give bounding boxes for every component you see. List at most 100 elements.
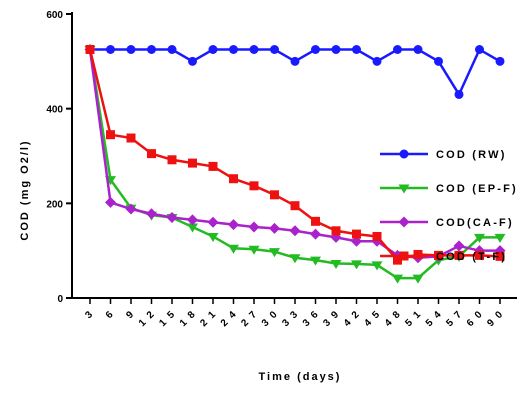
y-axis-label: COD (mg O2/l) bbox=[19, 139, 31, 240]
data-point bbox=[372, 231, 382, 241]
data-point bbox=[392, 274, 403, 284]
data-point bbox=[208, 161, 218, 171]
data-point bbox=[352, 229, 361, 239]
x-tick-label: 1 8 bbox=[178, 308, 199, 329]
x-tick-label: 9 bbox=[124, 308, 137, 321]
x-tick-label: 1 2 bbox=[137, 308, 158, 329]
data-point bbox=[454, 250, 464, 260]
data-point bbox=[412, 274, 424, 284]
data-point bbox=[434, 250, 443, 260]
data-point bbox=[454, 89, 464, 99]
data-point bbox=[166, 212, 178, 224]
y-tick-label: 400 bbox=[46, 105, 63, 116]
legend-marker bbox=[399, 251, 409, 261]
data-point bbox=[147, 149, 156, 159]
data-point bbox=[310, 228, 321, 240]
x-tick-label: 4 5 bbox=[362, 308, 383, 329]
data-point bbox=[147, 45, 156, 54]
legend-entry-0: COD (RW) bbox=[380, 149, 507, 161]
series-3 bbox=[85, 45, 505, 265]
data-point bbox=[228, 244, 239, 254]
data-point bbox=[494, 233, 506, 243]
data-point bbox=[106, 130, 115, 140]
data-point bbox=[146, 208, 157, 220]
series-line bbox=[90, 47, 501, 98]
legend-entry-3: COD (T-F) bbox=[380, 251, 507, 263]
data-point bbox=[167, 155, 177, 165]
legend-marker bbox=[398, 216, 410, 228]
x-tick-label: 5 4 bbox=[424, 308, 445, 329]
x-tick-label: 5 1 bbox=[403, 308, 424, 329]
data-point bbox=[229, 45, 238, 54]
data-point bbox=[290, 201, 300, 211]
x-tick-label: 2 7 bbox=[239, 308, 260, 329]
data-point bbox=[290, 56, 300, 66]
data-point bbox=[187, 214, 198, 226]
y-tick-label: 600 bbox=[46, 10, 63, 21]
data-point bbox=[207, 232, 219, 242]
data-point bbox=[249, 181, 259, 191]
data-point bbox=[311, 216, 320, 226]
data-point bbox=[495, 56, 505, 66]
data-point bbox=[474, 233, 485, 243]
data-point bbox=[413, 45, 423, 54]
legend: COD (RW) COD (EP-F) COD(CA-F) COD (T-F) bbox=[380, 149, 518, 263]
data-point bbox=[106, 45, 115, 54]
data-point bbox=[289, 225, 301, 237]
y-tick-label: 0 bbox=[57, 294, 63, 305]
series-group bbox=[84, 44, 506, 284]
x-tick-label: 6 0 bbox=[465, 308, 486, 329]
x-tick-label: 3 9 bbox=[321, 308, 342, 329]
data-point bbox=[372, 56, 382, 66]
legend-label: COD (EP-F) bbox=[436, 183, 518, 195]
x-tick-label: 9 0 bbox=[485, 308, 506, 329]
data-point bbox=[126, 45, 136, 54]
legend-entry-2: COD(CA-F) bbox=[380, 216, 512, 229]
legend-entry-1: COD (EP-F) bbox=[380, 183, 518, 195]
x-tick-label: 2 4 bbox=[219, 308, 240, 329]
data-point bbox=[289, 254, 301, 264]
data-point bbox=[167, 45, 177, 54]
data-point bbox=[229, 174, 238, 184]
x-tick-label: 6 bbox=[104, 308, 117, 321]
x-tick-label: 5 7 bbox=[444, 308, 465, 329]
legend-label: COD (T-F) bbox=[436, 251, 507, 263]
data-point bbox=[85, 45, 95, 54]
data-point bbox=[269, 248, 280, 258]
data-point bbox=[188, 56, 197, 66]
x-tick-label: 3 bbox=[83, 308, 96, 321]
series-0 bbox=[85, 45, 505, 99]
legend-label: COD (RW) bbox=[436, 149, 507, 161]
data-point bbox=[105, 196, 116, 208]
x-tick-label: 3 6 bbox=[301, 308, 322, 329]
x-tick-label: 4 2 bbox=[342, 308, 363, 329]
data-point bbox=[351, 260, 362, 270]
data-point bbox=[371, 261, 383, 271]
data-point bbox=[270, 190, 279, 200]
legend-marker bbox=[398, 184, 410, 194]
data-point bbox=[310, 256, 321, 266]
data-point bbox=[331, 45, 341, 54]
data-point bbox=[269, 222, 280, 234]
data-point bbox=[453, 240, 465, 252]
data-point bbox=[249, 45, 259, 54]
data-point bbox=[393, 255, 402, 265]
data-point bbox=[413, 249, 423, 259]
data-point bbox=[393, 45, 402, 54]
x-tick-label: 1 5 bbox=[157, 308, 178, 329]
data-point bbox=[208, 45, 218, 54]
data-point bbox=[228, 219, 239, 231]
data-point bbox=[125, 203, 137, 215]
y-tick-label: 200 bbox=[46, 199, 63, 210]
data-point bbox=[126, 133, 136, 143]
x-tick-label: 4 8 bbox=[383, 308, 404, 329]
data-point bbox=[207, 216, 219, 228]
series-line bbox=[88, 49, 500, 280]
x-tick-label: 3 3 bbox=[280, 308, 301, 329]
data-point bbox=[187, 223, 198, 233]
data-point bbox=[270, 45, 279, 54]
x-axis-label: Time (days) bbox=[259, 371, 342, 383]
series-1 bbox=[84, 46, 506, 284]
data-point bbox=[352, 45, 361, 54]
